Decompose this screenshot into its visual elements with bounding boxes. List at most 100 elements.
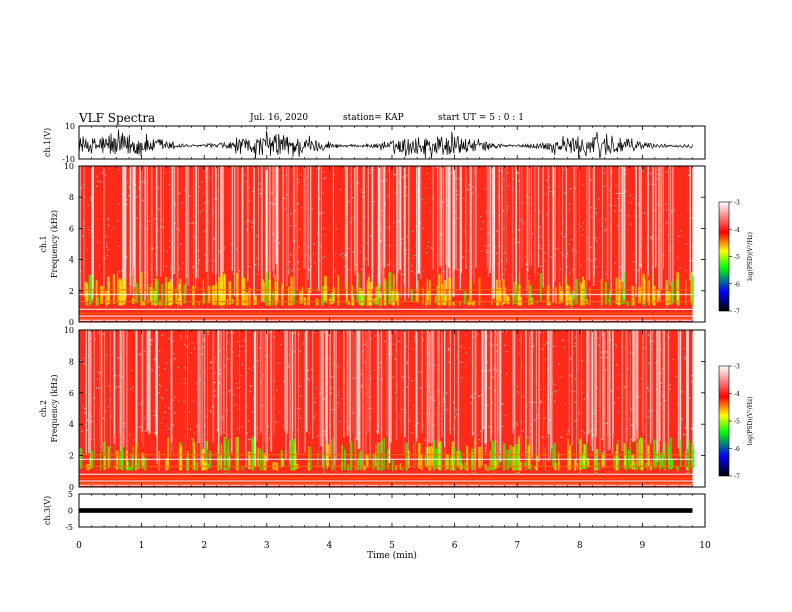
spectrogram-speckle [217,189,219,191]
spectrogram-speckle [286,194,288,196]
spectrogram-band [395,465,397,470]
spectrogram-speckle [164,411,166,413]
spectrogram-speckle [195,223,197,225]
spectrogram-speckle [434,364,436,366]
spectrogram-speckle [202,339,205,341]
spectrogram-speckle [316,387,318,390]
spectrogram-speckle [496,343,498,345]
spectrogram-speckle [663,371,665,373]
spectrogram-streak [397,166,399,273]
spectrogram-streak [197,330,198,465]
spectrogram-speckle [470,211,472,213]
spectrogram-band [242,466,244,471]
spectrogram-band [167,282,171,306]
spectrogram-speckle [582,184,584,186]
spectrogram-speckle [293,239,295,241]
spectrogram-speckle [527,265,529,267]
spectrogram-streak [185,330,186,454]
spectrogram-streak [121,330,123,468]
spectrogram-speckle [343,378,345,380]
spectrogram-speckle [571,249,573,251]
spectrogram-band [262,452,264,470]
spectrogram-streak [489,166,491,273]
spectrogram-speckle [491,204,493,206]
spectrogram-speckle [592,413,595,415]
spectrogram-speckle [597,387,599,389]
spectrogram-speckle [256,273,259,275]
spectrogram-band [664,442,666,471]
spectrogram-speckle [640,263,642,265]
spectrogram-streak [660,166,661,302]
spectrogram-band [95,279,98,306]
spectrogram-speckle [441,214,443,216]
spectrogram-speckle [377,225,379,228]
spectrogram-streak [408,166,410,298]
spectrogram-band [491,288,493,306]
spectrogram-speckle [405,186,407,188]
spectrogram-speckle [287,366,289,368]
spectrogram-speckle [134,183,136,185]
spectrogram-speckle [505,415,507,417]
spectrogram-band [86,464,90,471]
spectrogram-speckle [414,339,416,341]
spectrogram-band [274,286,277,306]
ch1-y-axis-label: ch.1(V) [43,128,52,157]
spectrogram-speckle [360,268,362,270]
spectrogram-speckle [307,370,309,372]
spectrogram-band [120,279,123,303]
spectrogram-speckle [402,389,405,391]
spectrogram-speckle [233,272,235,274]
spectrogram-speckle [540,402,542,404]
spectrogram-speckle [248,367,250,370]
spectrogram-speckle [651,340,653,342]
spectrogram-streak [656,330,659,462]
spectrogram-band [104,456,106,470]
spectrogram-speckle [300,417,302,419]
spectrogram-speckle [361,373,363,375]
spectrogram-band [347,300,351,305]
spectrogram-speckle [687,174,689,176]
spectrogram-speckle [513,365,515,368]
spectrogram-streak [253,330,256,458]
spectrogram-speckle [280,343,282,346]
spectrogram-speckle [112,436,115,438]
spectrogram-streak [226,330,228,440]
spectrogram-speckle [289,261,291,263]
spectrogram-streak [186,166,188,278]
spectrogram-streak [511,166,514,297]
spectrogram-speckle [498,196,500,198]
spectrogram-band [334,455,336,471]
spectrogram-speckle [324,332,326,334]
spectrogram-streak [214,166,217,275]
spectrogram-band [528,279,530,304]
spectrogram-speckle [224,247,226,249]
spectrogram-speckle [205,262,207,264]
spectrogram-speckle [632,261,634,263]
spectrogram-band [178,284,181,304]
spectrogram-speckle [94,338,97,340]
spectrogram-speckle [265,252,267,254]
spectrogram-streak [205,166,208,273]
spectrogram-speckle [569,243,571,245]
spectrogram-streak [322,330,324,468]
spectrogram-band [649,466,652,472]
spectrogram-streak [139,166,142,293]
spectrogram-speckle [605,369,607,371]
spectrogram-speckle [453,401,455,403]
spectrogram-streak [475,330,477,457]
spectrogram-speckle [681,418,683,420]
spectrogram-speckle [215,357,217,359]
spectrogram-speckle [139,183,141,185]
spectrogram-streak [587,330,590,435]
spectrogram-band [112,274,116,305]
spectrogram-speckle [473,432,475,434]
spectrogram-band [391,290,394,307]
spectrogram-speckle [88,354,90,356]
spectrogram-speckle [429,424,431,426]
spectrogram-speckle [108,385,110,387]
spectrogram-speckle [360,251,362,253]
spectrogram-speckle [621,357,623,359]
spectrogram-speckle [105,236,107,238]
spectrogram-speckle [245,181,247,183]
spectrogram-speckle [358,437,361,439]
